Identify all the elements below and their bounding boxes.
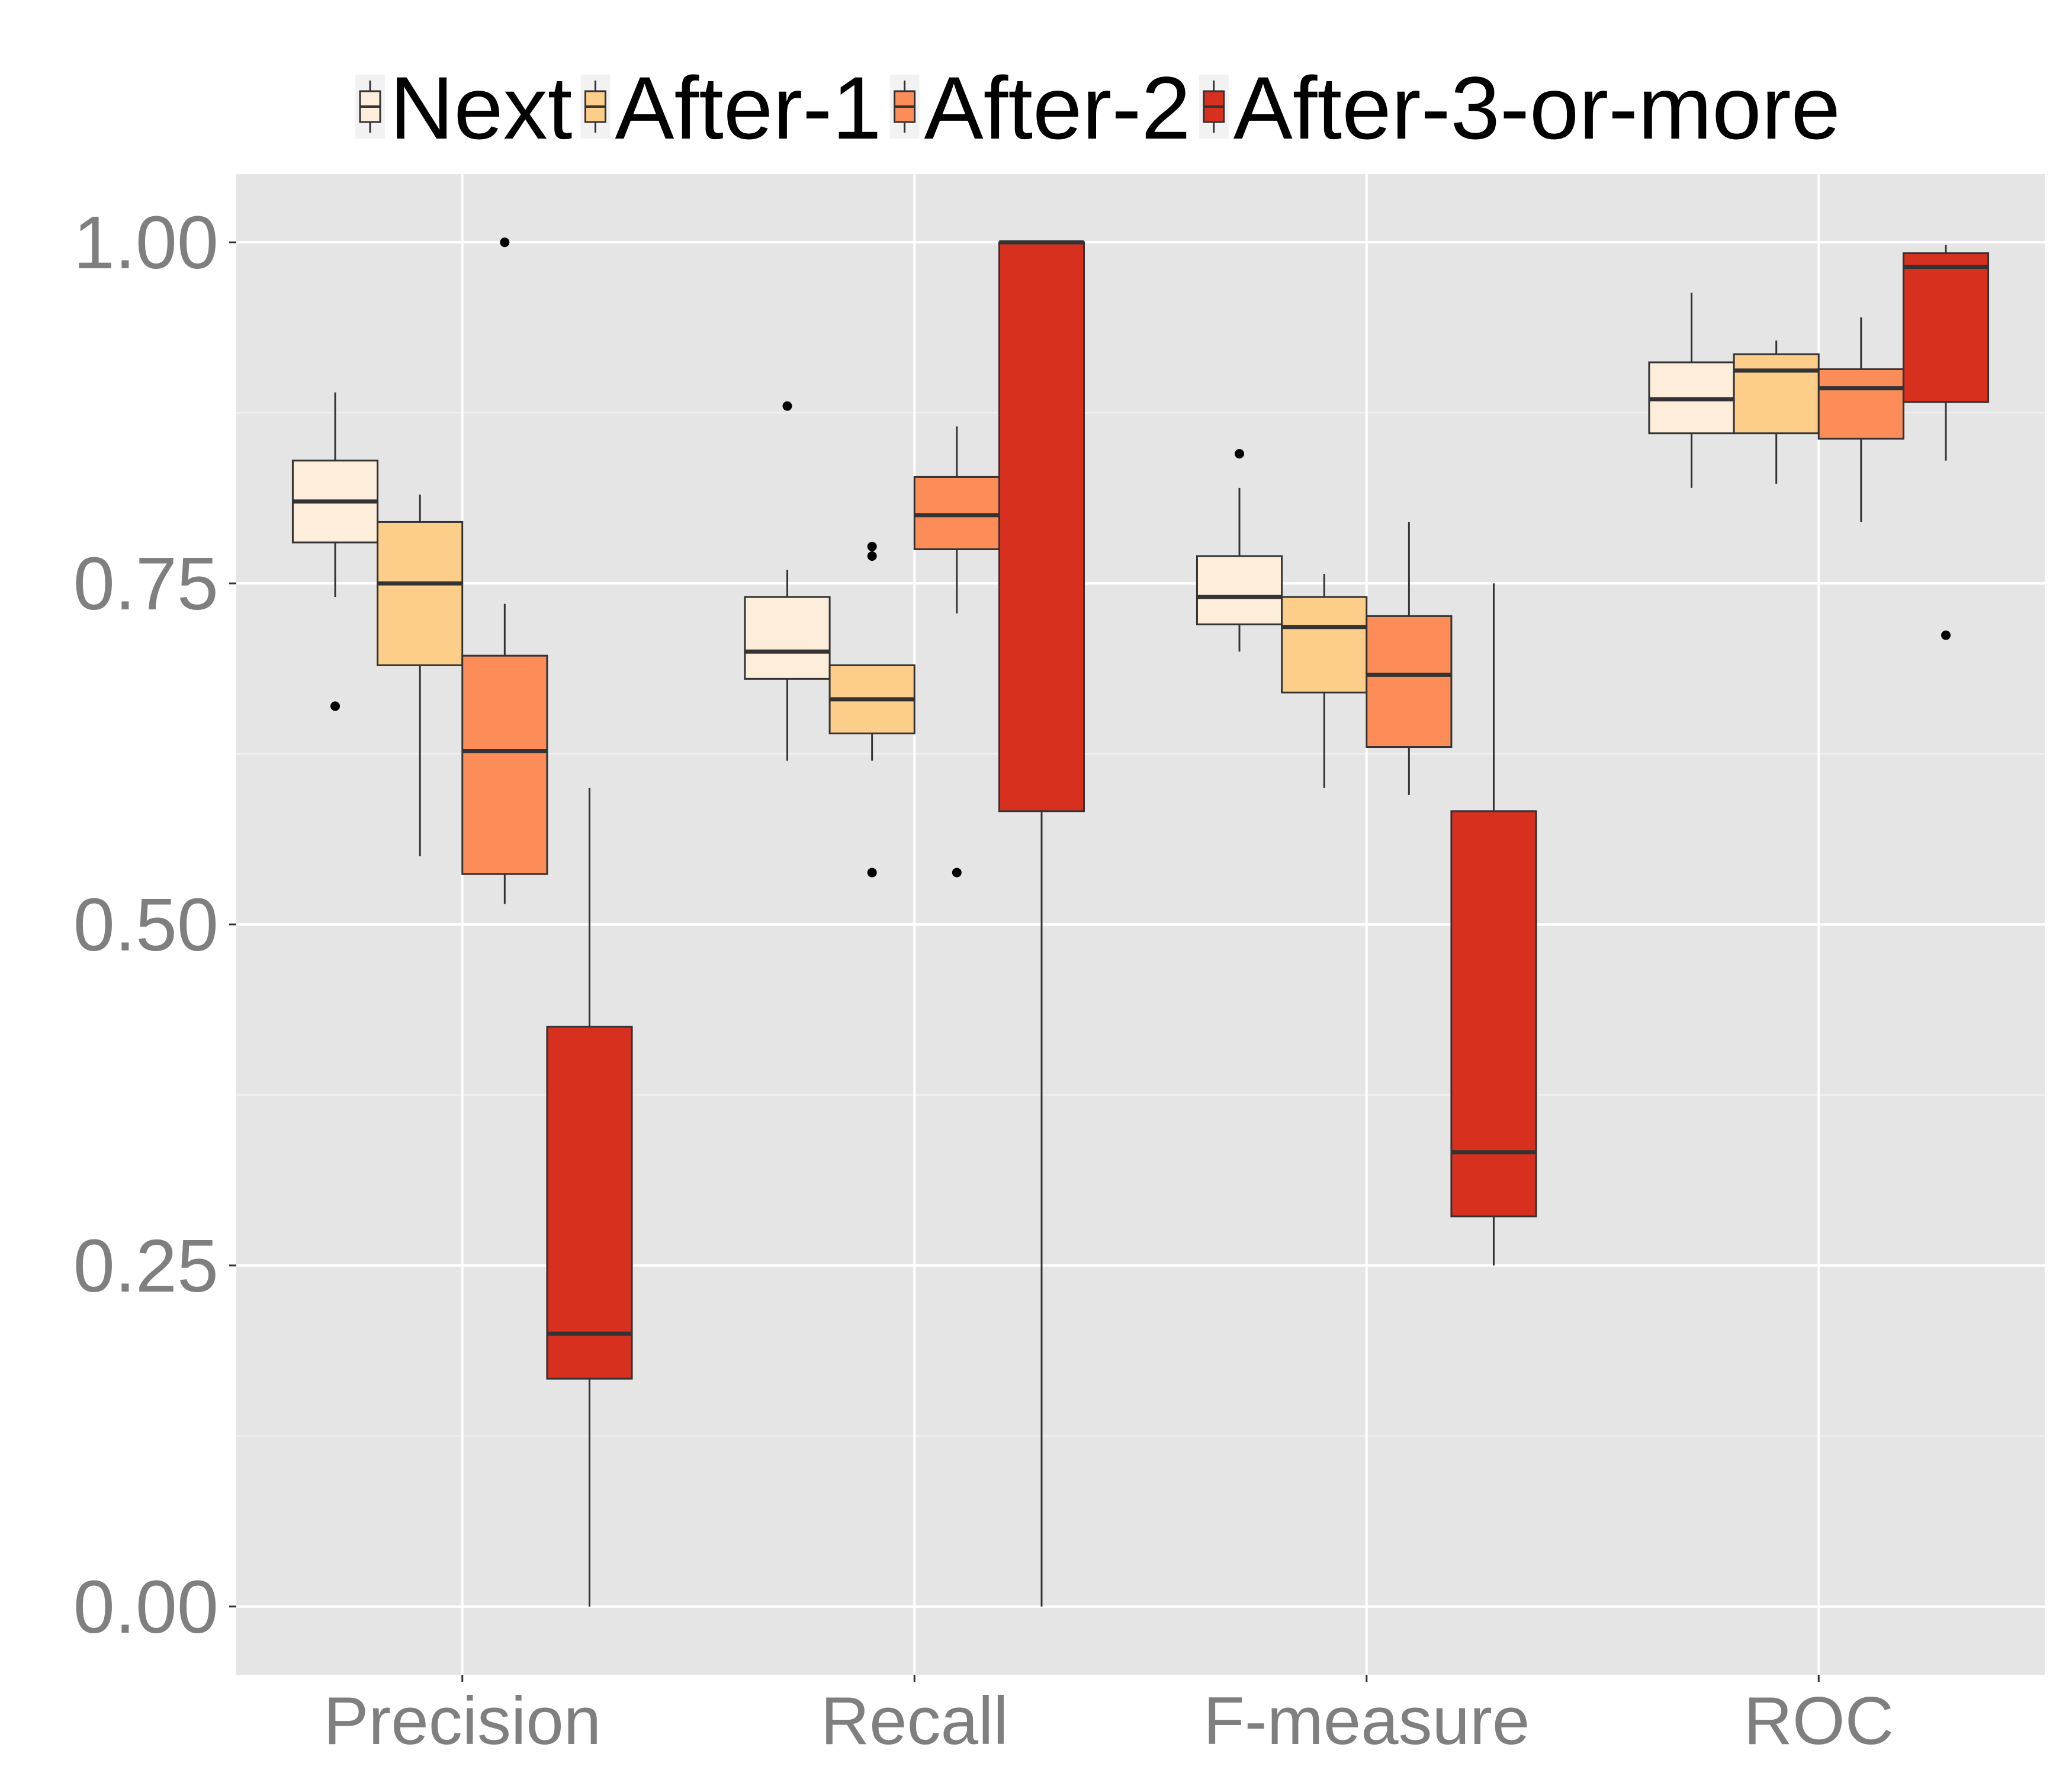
box-iqr (1902, 252, 1990, 403)
boxes-layer (291, 237, 1990, 1607)
outlier-point (1941, 630, 1951, 640)
box-recall-next (744, 401, 831, 761)
legend-item: After-2 (889, 58, 1191, 158)
box-roc-after-2 (1817, 317, 1904, 522)
x-tick-label: Recall (821, 1684, 1008, 1759)
y-tick-label: 0.25 (73, 1224, 219, 1308)
box-precision-after-1 (377, 494, 464, 856)
box-roc-after-3-or-more (1902, 245, 1990, 640)
y-tick-label: 0.00 (73, 1565, 219, 1649)
outlier-point (952, 868, 962, 878)
y-axis: 0.00 0.25 0.50 0.75 1.00 (73, 201, 236, 1649)
box-iqr (1196, 555, 1283, 625)
outlier-point (867, 868, 877, 878)
box-iqr (1817, 368, 1904, 440)
outlier-point (867, 541, 877, 551)
box-precision-after-3-or-more (546, 788, 633, 1607)
box-iqr (1450, 810, 1537, 1218)
box-f-measure-after-2 (1366, 522, 1453, 795)
y-tick-label: 1.00 (73, 201, 219, 284)
box-precision-next (291, 392, 379, 711)
box-roc-next (1648, 293, 1735, 488)
box-iqr (377, 521, 464, 666)
outlier-point (867, 551, 877, 561)
box-iqr (1733, 353, 1820, 435)
box-recall-after-3-or-more (998, 240, 1085, 1607)
legend: Next After-1 After-2 After-3-or-more (355, 58, 1840, 158)
legend-label: Next (390, 58, 572, 158)
box-iqr (1281, 596, 1368, 693)
x-tick-label: Precision (323, 1684, 601, 1759)
legend-item: After-3-or-more (1199, 58, 1840, 158)
y-tick-label: 0.75 (73, 542, 219, 625)
outlier-point (1235, 449, 1245, 459)
outlier-point (782, 401, 792, 411)
box-precision-after-2 (461, 237, 548, 904)
legend-label: After-2 (924, 58, 1191, 158)
legend-label: After-3-or-more (1233, 58, 1840, 158)
x-tick-label: ROC (1744, 1684, 1894, 1759)
box-f-measure-next (1196, 449, 1283, 652)
box-iqr (1366, 615, 1453, 749)
legend-item: After-1 (580, 58, 882, 158)
major-gridlines (236, 174, 2045, 1675)
outlier-point (330, 701, 340, 711)
x-axis: Precision Recall F-measure ROC (323, 1675, 1894, 1759)
box-recall-after-1 (828, 541, 915, 878)
x-tick-label: F-measure (1203, 1684, 1530, 1759)
outlier-point (500, 237, 510, 248)
box-iqr (546, 1026, 633, 1380)
y-tick-label: 0.50 (73, 883, 219, 966)
box-iqr (744, 596, 831, 680)
box-roc-after-1 (1733, 341, 1820, 484)
box-iqr (998, 241, 1085, 812)
box-f-measure-after-3-or-more (1450, 583, 1537, 1266)
box-iqr (461, 654, 548, 875)
legend-label: After-1 (615, 58, 881, 158)
legend-item: Next (355, 58, 572, 158)
